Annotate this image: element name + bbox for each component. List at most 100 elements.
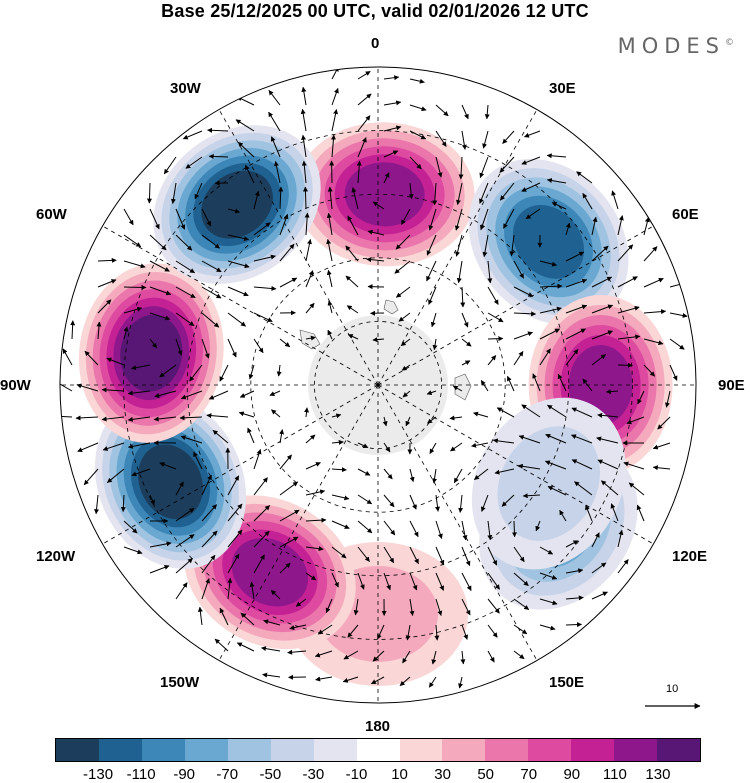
wind-arrow [494, 468, 515, 475]
wind-arrow [426, 390, 437, 395]
wind-arrow [227, 475, 240, 496]
wind-arrow [409, 104, 427, 112]
wind-arrow [175, 338, 183, 356]
wind-arrow [208, 390, 229, 400]
wind-arrow [409, 546, 419, 565]
wind-arrow [557, 373, 567, 392]
wind-arrow [201, 554, 216, 574]
wind-arrow [521, 404, 541, 418]
wind-arrow [123, 260, 146, 269]
wind-arrow [153, 416, 177, 422]
wind-arrow [617, 215, 624, 236]
wind-arrow [591, 304, 614, 314]
wind-arrow [357, 71, 371, 80]
wind-arrow [539, 348, 551, 366]
wind-arrow [565, 540, 579, 548]
wind-arrow [428, 676, 437, 688]
wind-arrow [175, 558, 193, 574]
wind-arrow [409, 598, 415, 617]
colorbar-tick-label: 10 [391, 766, 408, 783]
wind-arrow [325, 598, 333, 614]
brand-name: MODES [617, 34, 725, 58]
meridian-line [102, 225, 379, 386]
wind-arrow [305, 302, 315, 314]
wind-arrow [182, 130, 203, 140]
wind-arrow [314, 650, 333, 658]
wind-arrow [253, 222, 271, 236]
wind-arrow [482, 130, 489, 149]
wind-arrow [428, 286, 437, 305]
wind-arrow [405, 416, 411, 427]
wind-arrow [456, 260, 463, 284]
wind-arrow [357, 93, 372, 106]
wind-arrow [179, 415, 203, 421]
wind-arrow [487, 336, 504, 342]
wind-arrow [409, 156, 422, 170]
wind-arrow [617, 276, 638, 288]
wind-arrow [253, 312, 273, 322]
wind-arrow [539, 624, 556, 631]
wind-arrow [617, 559, 629, 574]
brand-mark: © [725, 38, 734, 48]
wind-arrow [409, 78, 425, 84]
wind-arrow [522, 493, 541, 499]
wind-arrow [460, 286, 466, 308]
wind-arrow [539, 283, 563, 289]
wind-arrow [591, 330, 613, 340]
wind-arrow [461, 130, 467, 150]
wind-arrow [357, 520, 373, 534]
wind-arrow [643, 364, 656, 377]
wind-arrow [383, 150, 399, 158]
wind-arrow [435, 572, 445, 591]
wind-arrow [353, 598, 359, 616]
contour-band [497, 426, 601, 541]
wind-arrow [432, 468, 437, 484]
wind-arrow [636, 504, 645, 522]
wind-arrow [461, 520, 468, 541]
colorbar-tick-label: -50 [259, 766, 282, 783]
wind-arrow [428, 208, 437, 231]
wind-arrow [461, 312, 469, 328]
wind-arrow [479, 208, 489, 231]
wind-arrow [435, 130, 447, 147]
lon-label-30e: 30E [549, 80, 576, 97]
lon-label-120w: 120W [36, 548, 76, 565]
wind-arrow [513, 624, 528, 635]
latitude-circle [123, 130, 633, 640]
colorbar-segment [657, 739, 701, 761]
wind-arrow [513, 572, 529, 586]
wind-arrow [227, 208, 241, 214]
wind-arrow [347, 215, 359, 236]
wind-arrow [409, 572, 418, 591]
wind-arrow [331, 520, 350, 529]
wind-arrow [227, 260, 250, 269]
wind-arrow [539, 260, 558, 267]
wind-arrow [513, 331, 533, 340]
wind-arrow [304, 407, 310, 418]
lon-label-60e: 60E [672, 206, 699, 223]
wind-arrow [513, 260, 525, 279]
wind-arrow [97, 257, 117, 263]
wind-arrow [400, 338, 411, 347]
wind-arrow [517, 463, 541, 470]
meridian-line [377, 384, 654, 545]
wind-arrow [431, 650, 437, 665]
wind-arrow [626, 416, 645, 425]
colorbar-segment [528, 739, 572, 761]
wind-arrow [327, 186, 333, 210]
meridian-line [377, 109, 538, 386]
map-boundary [59, 66, 697, 704]
wind-arrow [565, 328, 586, 340]
colorbar-tick-label: 70 [520, 766, 538, 783]
wind-arrow [201, 338, 210, 359]
wind-arrow [610, 503, 619, 522]
lon-label-90w: 90W [0, 377, 31, 394]
wind-arrow [395, 234, 411, 250]
colorbar-tick-label: -90 [173, 766, 196, 783]
latitude-circle [250, 257, 506, 513]
wind-arrow [479, 182, 489, 204]
wind-arrow [287, 649, 307, 655]
reference-vector-label: 10 [666, 683, 679, 695]
wind-arrow [591, 354, 606, 366]
wind-arrow [175, 534, 195, 548]
